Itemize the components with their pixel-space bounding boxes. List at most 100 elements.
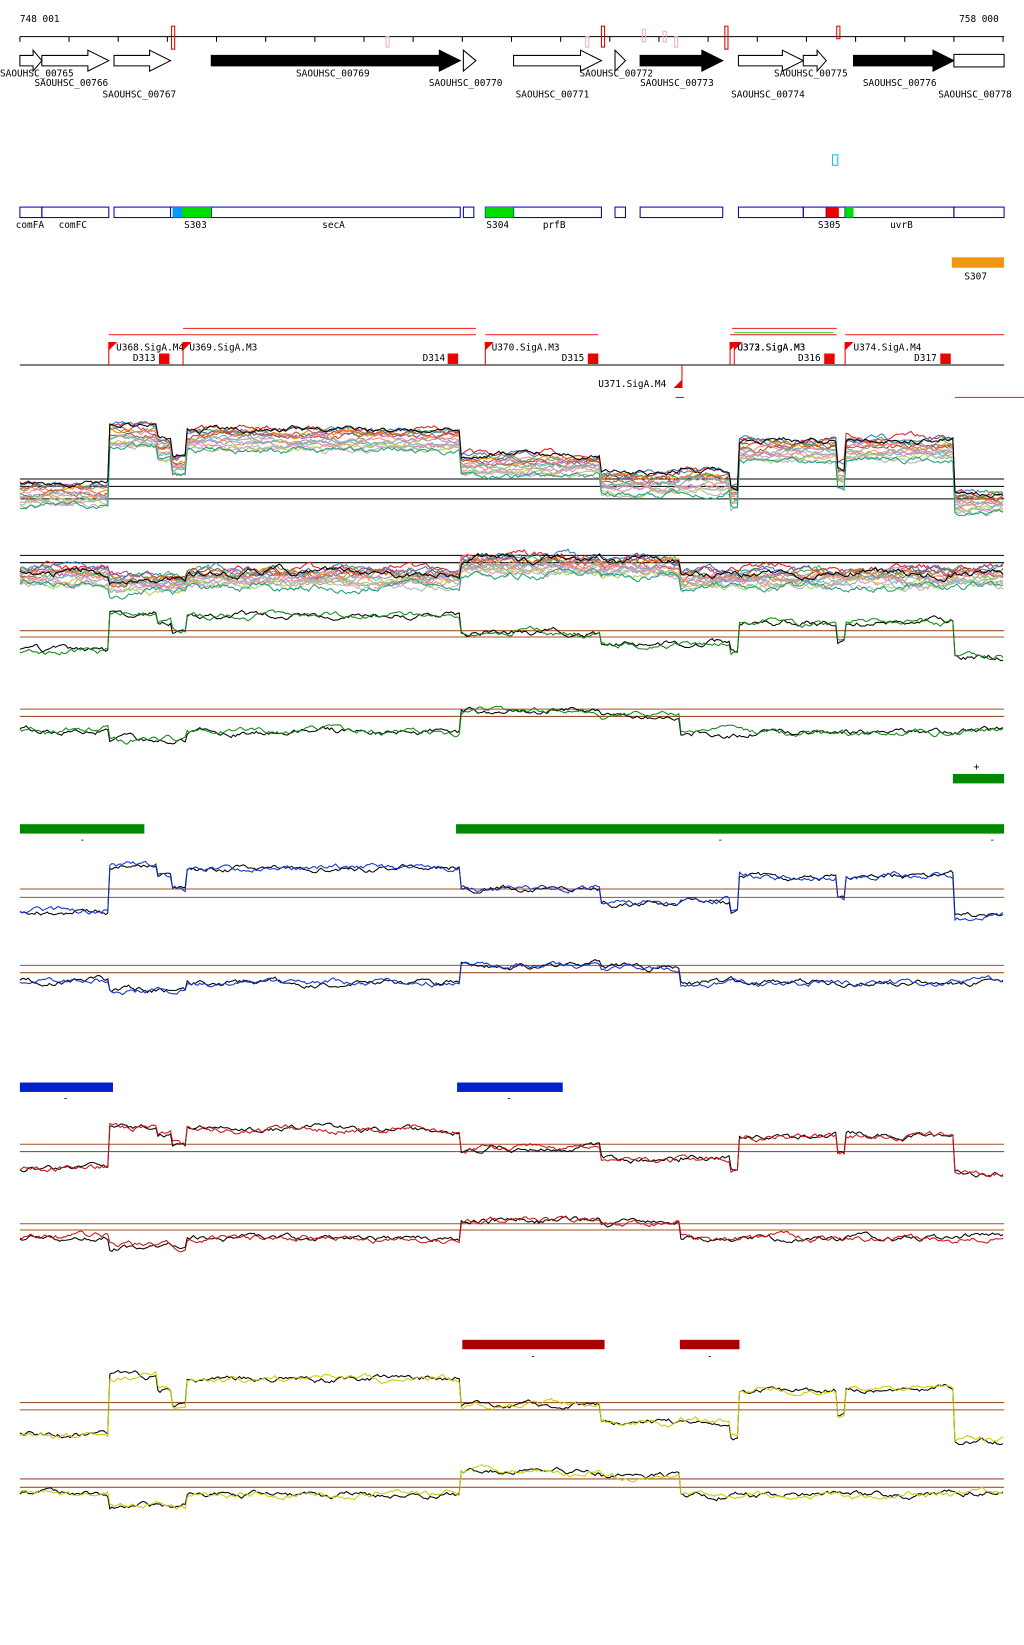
annotation-label: comFA	[16, 220, 45, 231]
promoter-label: U373.SigA.M3	[737, 342, 805, 353]
gene	[41, 49, 110, 72]
region-bar	[457, 1082, 563, 1092]
signal-trace	[19, 706, 1004, 745]
gene-label: SAOUHSC_00770	[429, 78, 503, 89]
annotation-label: comFC	[59, 220, 87, 231]
signal-trace	[19, 563, 1004, 588]
gene	[513, 49, 603, 72]
annotation-label: S307	[964, 271, 987, 282]
region-bar	[19, 824, 145, 834]
terminator	[940, 353, 951, 364]
feature	[953, 206, 1005, 219]
signal-trace	[19, 552, 1004, 586]
site-marker	[600, 25, 606, 48]
signal-trace	[19, 567, 1004, 600]
feature	[614, 206, 627, 219]
region-bar	[679, 1339, 740, 1350]
region-bar	[952, 773, 1005, 784]
gene	[614, 48, 627, 73]
signal-trace	[19, 960, 1004, 996]
promoter-label: U374.SigA.M4	[853, 342, 921, 353]
signal-trace	[19, 1215, 1004, 1253]
signal-trace	[19, 860, 1004, 922]
gene	[639, 49, 724, 72]
gene-label: SAOUHSC_00765	[0, 68, 74, 79]
signal-trace	[19, 1369, 1004, 1446]
feature	[113, 206, 172, 219]
site-marker	[641, 28, 646, 43]
signal-trace	[19, 441, 1004, 517]
gene	[462, 49, 477, 73]
promoter-label: U368.SigA.M4	[116, 342, 184, 353]
promoter-label: U370.SigA.M3	[492, 342, 560, 353]
region-bar	[462, 1339, 605, 1350]
region-bar	[19, 1082, 113, 1092]
feature	[210, 206, 461, 219]
signal-trace	[19, 430, 1004, 502]
site-marker	[171, 25, 176, 50]
gene	[737, 49, 805, 72]
gene-label: SAOUHSC_00766	[35, 78, 109, 89]
gene	[852, 49, 956, 72]
site-marker	[385, 36, 390, 48]
annotation-label: S303	[184, 220, 207, 231]
gene-label: SAOUHSC_00775	[774, 68, 848, 79]
signal-trace	[19, 1122, 1004, 1178]
feature	[513, 206, 602, 219]
promoter-flag	[673, 379, 682, 389]
strand-label: -	[63, 1093, 69, 1104]
promoter-label: U371.SigA.M4	[598, 379, 666, 390]
terminator-label: D317	[914, 353, 937, 364]
marker	[832, 154, 839, 166]
annotation-label: S304	[486, 220, 509, 231]
site-marker	[674, 36, 679, 48]
signal-trace	[19, 422, 1004, 499]
gene-label: SAOUHSC_00772	[579, 68, 653, 79]
gene-label: SAOUHSC_00767	[103, 89, 177, 100]
feature-block	[845, 207, 854, 218]
gene	[113, 49, 172, 72]
strand-label: -	[718, 835, 724, 846]
ruler-start: 748 001	[20, 14, 60, 25]
signal-trace	[19, 1122, 1004, 1178]
feature-block	[826, 207, 839, 218]
terminator	[824, 353, 835, 364]
gene	[953, 53, 1005, 68]
feature	[41, 206, 110, 219]
signal-trace	[19, 566, 1004, 596]
gene-label: SAOUHSC_00774	[731, 89, 805, 100]
signal-trace	[19, 705, 1004, 745]
site-marker	[585, 36, 590, 48]
site-marker	[724, 25, 729, 50]
signal-trace	[19, 424, 1004, 500]
feature-block	[182, 207, 212, 218]
signal-trace	[19, 609, 1004, 662]
annotation-label: secA	[322, 220, 345, 231]
feature-block	[172, 207, 183, 218]
gene-label: SAOUHSC_00769	[296, 68, 370, 79]
strand-label: +	[974, 762, 980, 773]
terminator-label: D313	[133, 353, 156, 364]
feature-block	[951, 257, 1005, 268]
feature	[462, 206, 475, 219]
signal-trace	[19, 554, 1004, 583]
feature-block	[485, 207, 514, 218]
gene-label: SAOUHSC_00773	[640, 78, 714, 89]
gene	[802, 48, 827, 73]
promoter-flag	[845, 342, 854, 351]
strand-label: -	[80, 835, 86, 846]
site-marker	[662, 30, 667, 43]
signal-trace	[19, 567, 1004, 597]
terminator-label: D315	[562, 353, 585, 364]
signal-trace	[19, 1370, 1004, 1443]
feature	[844, 206, 955, 219]
gene-label: SAOUHSC_00776	[863, 78, 937, 89]
strand-label: -	[989, 835, 995, 846]
annotation-label: prfB	[543, 220, 566, 231]
annotation-label: uvrB	[890, 220, 913, 231]
ruler-end: 758 000	[959, 14, 999, 25]
feature	[802, 206, 827, 219]
site-marker	[836, 25, 841, 40]
promoter-label: U369.SigA.M3	[189, 342, 257, 353]
signal-trace	[19, 863, 1004, 918]
